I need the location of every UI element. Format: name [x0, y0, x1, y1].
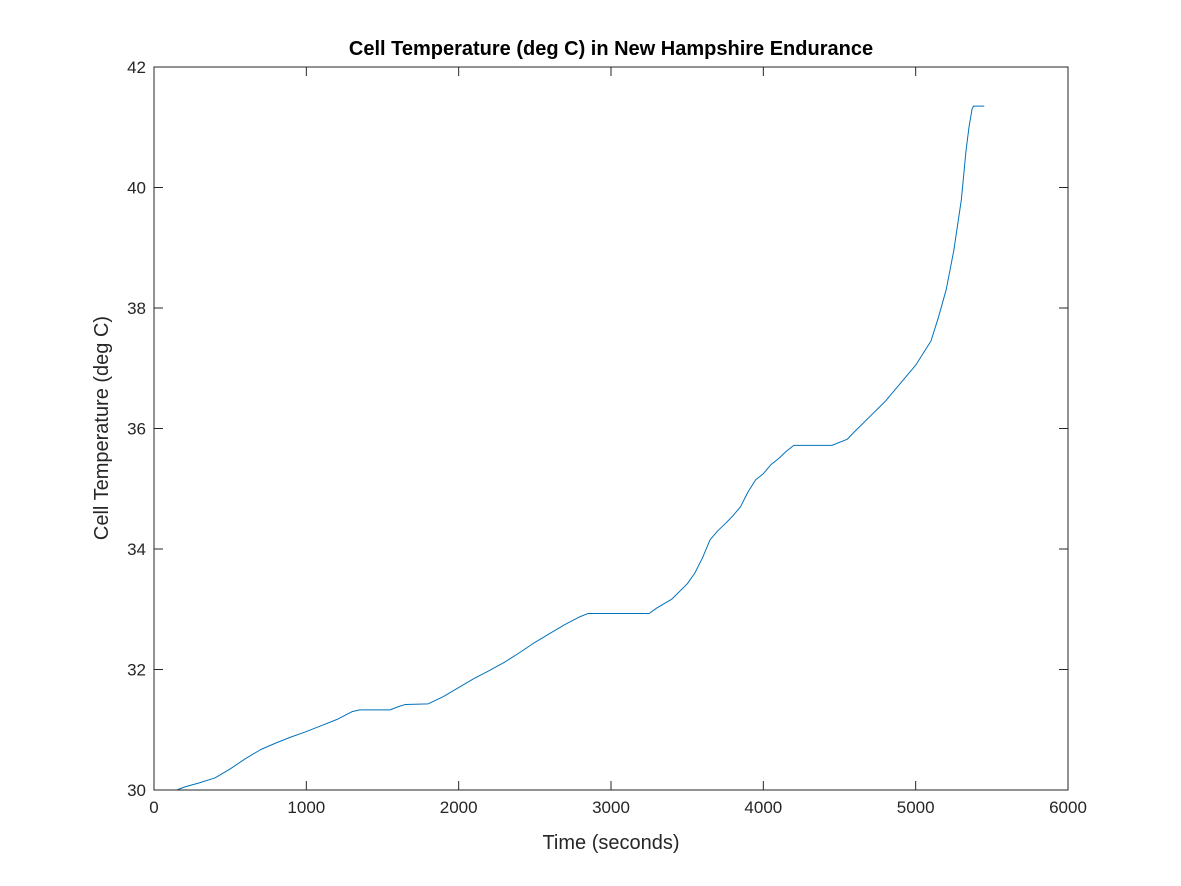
x-tick-label: 4000 [744, 798, 782, 817]
y-tick-label: 34 [127, 540, 146, 559]
y-tick-label: 40 [127, 179, 146, 198]
y-tick-label: 36 [127, 420, 146, 439]
y-tick-label: 42 [127, 58, 146, 77]
x-tick-label: 1000 [287, 798, 325, 817]
x-tick-label: 3000 [592, 798, 630, 817]
y-tick-label: 32 [127, 661, 146, 680]
plot-area [154, 67, 1068, 790]
series-layer [154, 105, 985, 791]
series-line-0 [154, 105, 985, 791]
x-tick-label: 0 [149, 798, 158, 817]
y-ticks: 30 32 34 36 38 40 42 [127, 58, 1068, 800]
x-axis-label: Time (seconds) [542, 832, 679, 854]
x-tick-label: 6000 [1049, 798, 1087, 817]
x-tick-label: 2000 [440, 798, 478, 817]
y-tick-label: 30 [127, 781, 146, 800]
y-tick-label: 38 [127, 299, 146, 318]
chart-title: Cell Temperature (deg C) in New Hampshir… [349, 38, 873, 60]
y-axis-label: Cell Temperature (deg C) [91, 316, 113, 540]
x-tick-label: 5000 [897, 798, 935, 817]
x-ticks: 0 1000 2000 3000 4000 5000 6000 [149, 67, 1087, 817]
